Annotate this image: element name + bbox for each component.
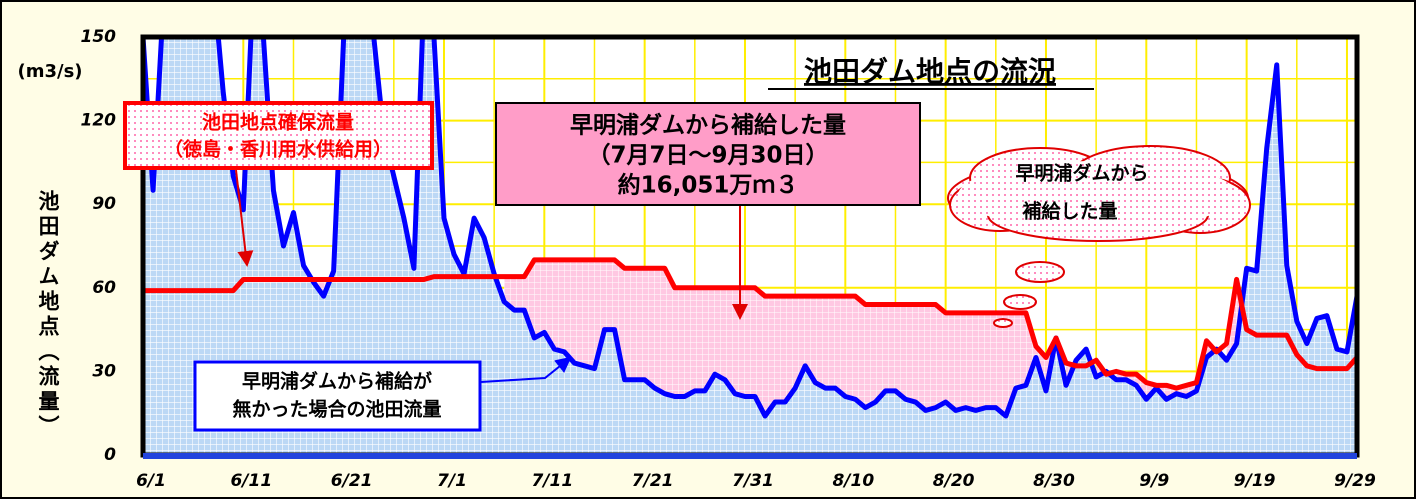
annotation: 無かった場合の池田流量 (232, 398, 441, 421)
x-tick-label: 6/1 (136, 471, 166, 491)
annotation: 早明浦ダムから補給した量 (570, 112, 846, 139)
annotation: 補給した量 (1021, 200, 1117, 223)
annotation: 早明浦ダムから (1015, 162, 1148, 185)
x-tick-label: 8/10 (832, 471, 874, 491)
x-tick-label: 8/30 (1033, 471, 1075, 491)
annotation: 約16,051万ｍ３ (618, 172, 799, 199)
annotation: （7月7日～9月30日） (587, 142, 828, 169)
x-tick-label: 6/21 (331, 471, 373, 491)
x-tick-label: 7/1 (437, 471, 467, 491)
y-tick-label: 90 (92, 194, 116, 214)
y-axis-label: 池田ダム地点（流量） (36, 190, 60, 440)
x-tick-label: 7/31 (732, 471, 774, 491)
x-tick-label: 7/11 (531, 471, 573, 491)
y-tick-label: 120 (81, 111, 117, 131)
annotation: （徳島・香川用水供給用） (164, 138, 392, 161)
baseline-strip (143, 453, 1357, 459)
x-tick-label: 9/9 (1139, 471, 1169, 491)
x-tick-label: 9/29 (1334, 471, 1376, 491)
y-tick-label: 60 (92, 278, 116, 298)
x-tick-label: 8/20 (933, 471, 975, 491)
x-tick-label: 9/19 (1234, 471, 1276, 491)
y-tick-label: 150 (81, 27, 117, 47)
y-tick-label: 30 (92, 361, 116, 381)
chart-title: 池田ダム地点の流況 (804, 55, 1056, 88)
y-unit: (m3/s) (17, 61, 82, 82)
x-tick-label: 7/21 (632, 471, 674, 491)
annotation: 早明浦ダムから補給が (242, 370, 432, 393)
annotation: 池田地点確保流量 (202, 111, 354, 134)
chart: 池田ダム地点の流況 (m3/s) 池田ダム地点（流量） 池田地点確保流量 （徳島… (0, 0, 1416, 499)
page: 池田ダム地点の流況 (m3/s) 池田ダム地点（流量） 池田地点確保流量 （徳島… (0, 0, 1416, 499)
y-tick-label: 0 (104, 445, 116, 465)
x-tick-label: 6/11 (230, 471, 272, 491)
